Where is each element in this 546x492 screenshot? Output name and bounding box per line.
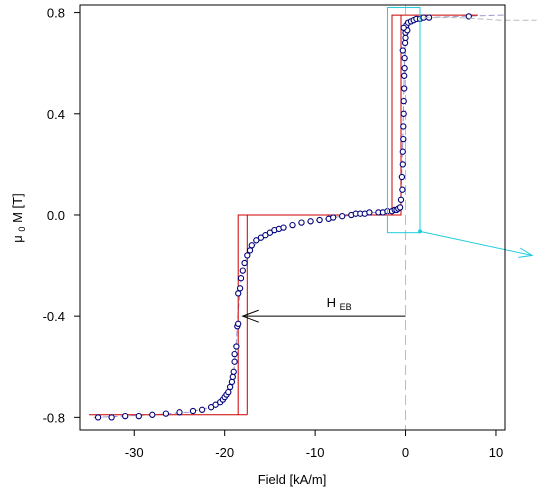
data-point: [280, 224, 287, 231]
data-point: [229, 373, 236, 381]
y-tick-label: -0.4: [43, 309, 65, 324]
data-point: [400, 24, 407, 31]
y-tick-label: -0.8: [43, 410, 65, 425]
data-point: [366, 209, 373, 216]
data-point: [239, 267, 246, 274]
data-point: [248, 242, 255, 249]
data-point: [253, 237, 260, 244]
data-point: [237, 275, 245, 282]
data-point: [94, 414, 102, 421]
x-tick-label: -20: [215, 445, 234, 460]
data-point: [465, 13, 472, 20]
data-point: [235, 320, 242, 327]
x-tick-label: 10: [489, 445, 503, 460]
inset-box-layer: [386, 7, 537, 258]
x-axis: -30 -20 -10 0 10: [125, 430, 503, 460]
y-axis-title-rest: M [T]: [10, 193, 25, 223]
y-tick-label: 0.8: [47, 6, 65, 21]
data-point: [241, 259, 248, 267]
y-axis: -0.8 -0.4 0.0 0.4 0.8: [43, 6, 80, 425]
heb-label-sub: EB: [340, 302, 352, 312]
data-point: [244, 252, 251, 259]
annotation-layer: H EB: [241, 295, 406, 323]
data-point: [189, 407, 197, 415]
data-point: [399, 161, 406, 168]
fitted-curve-layer: [93, 14, 505, 418]
data-point: [236, 285, 244, 292]
zoom-pointer-arrowhead: [518, 247, 534, 258]
data-point: [289, 221, 296, 229]
data-point: [397, 196, 405, 203]
data-point: [396, 204, 404, 211]
data-point: [400, 123, 407, 130]
data-point: [233, 343, 240, 350]
data-point: [401, 85, 408, 92]
fitted-curve-extension: [423, 17, 537, 21]
data-point: [307, 218, 314, 225]
data-point: [231, 358, 238, 365]
data-point: [402, 34, 409, 42]
y-axis-title: μ 0 M [T]: [10, 193, 28, 242]
data-point: [401, 54, 408, 62]
y-axis-title-mu: μ: [10, 235, 25, 243]
plot-frame: [79, 4, 506, 431]
data-point: [212, 401, 219, 408]
data-point: [198, 406, 206, 413]
data-point: [316, 216, 323, 224]
data-point: [162, 410, 170, 417]
data-point: [122, 412, 129, 420]
data-point: [400, 135, 407, 143]
fitted-curve: [93, 14, 505, 418]
data-point: [400, 110, 407, 117]
data-point: [225, 388, 232, 396]
data-point: [401, 39, 409, 47]
data-point: [108, 414, 115, 421]
data-point: [399, 186, 406, 193]
x-tick-label: 0: [402, 445, 409, 460]
data-point: [401, 72, 408, 79]
data-point: [398, 173, 406, 181]
heb-arrowhead: [241, 309, 259, 323]
data-point-layer: [94, 13, 472, 421]
data-point: [235, 290, 242, 297]
data-point: [266, 229, 274, 236]
y-axis-title-sub: 0: [17, 227, 27, 232]
data-point: [399, 148, 406, 155]
data-point: [298, 219, 305, 226]
x-tick-label: -10: [306, 445, 325, 460]
data-point: [231, 350, 238, 358]
heb-label-main: H: [327, 295, 336, 310]
y-tick-label: 0.4: [47, 107, 65, 122]
data-point: [330, 214, 337, 221]
data-point: [400, 97, 407, 105]
zoom-pointer-line: [419, 230, 533, 256]
x-axis-title: Field [kA/m]: [258, 472, 327, 487]
x-tick-label: -30: [125, 445, 144, 460]
data-point: [401, 65, 408, 72]
data-point: [149, 411, 156, 418]
data-point: [135, 412, 142, 420]
data-point: [230, 368, 237, 375]
data-point: [176, 409, 183, 416]
data-point: [226, 383, 234, 391]
y-tick-label: 0.0: [47, 208, 65, 223]
heb-label: H EB: [327, 295, 352, 312]
data-point: [246, 247, 254, 254]
data-point: [339, 213, 346, 220]
data-point: [399, 47, 406, 54]
zoom-inset-box: [386, 7, 421, 234]
data-point: [228, 378, 236, 386]
